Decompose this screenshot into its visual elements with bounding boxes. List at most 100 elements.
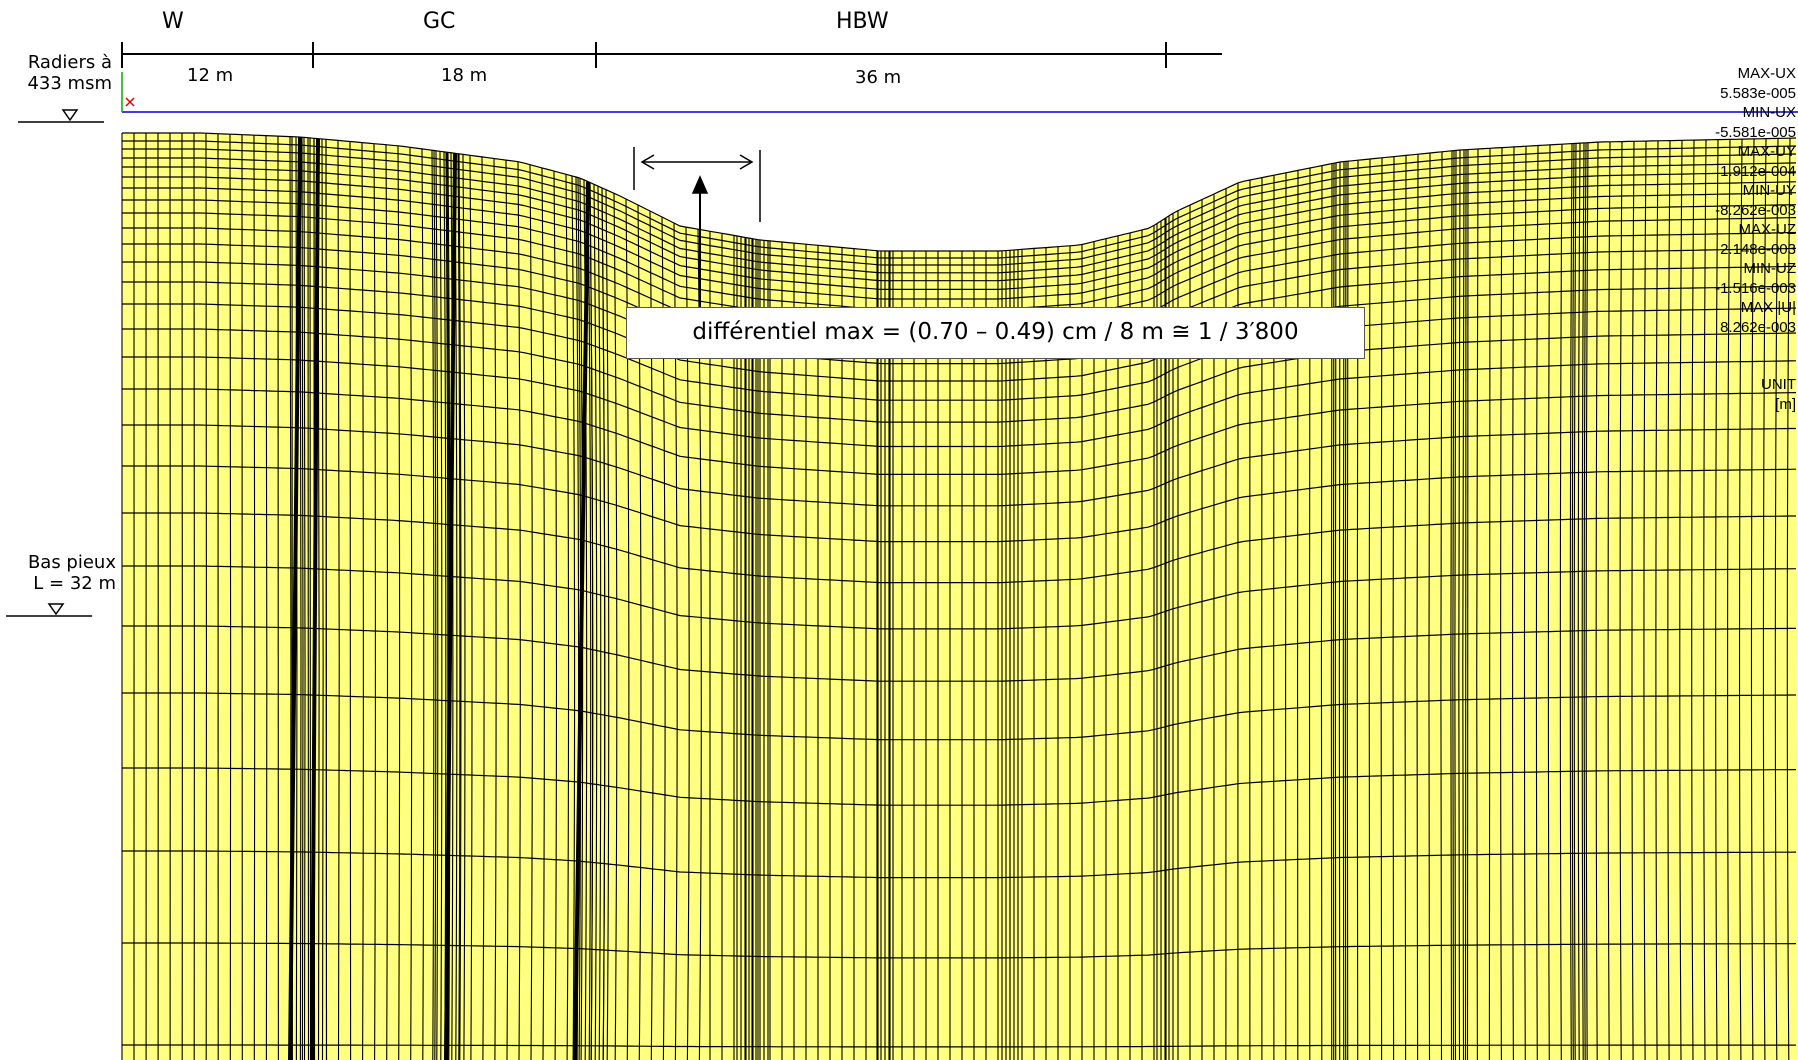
mesh-column-line: [1404, 155, 1407, 1060]
mesh-column-line: [1715, 139, 1719, 1060]
mesh-row-line: [122, 140, 1797, 259]
segment-length-gc: 18 m: [441, 65, 488, 86]
mesh-column-line: [1416, 154, 1419, 1060]
mesh-column-line: [587, 181, 592, 1060]
mesh-column-line: [593, 184, 598, 1060]
mesh-column-line: [517, 161, 521, 1060]
mesh-row-line: [122, 942, 1797, 959]
mesh-row-line: [122, 767, 1796, 806]
mesh-column-line: [1727, 139, 1731, 1060]
mesh-column-line: [1368, 158, 1371, 1060]
mesh-column-line: [1762, 138, 1767, 1060]
mesh-column-line: [439, 151, 443, 1060]
mesh-column-line: [565, 174, 570, 1060]
mesh-column-line: [1523, 146, 1527, 1060]
pile-line: [310, 138, 320, 1060]
mesh-column-line: [1308, 167, 1311, 1060]
mesh-column-line: [431, 150, 435, 1060]
mesh-horizontal-lines: [122, 132, 1797, 1048]
pile-line: [444, 153, 457, 1060]
mesh-column-line: [1500, 147, 1503, 1060]
mesh-row-line: [122, 850, 1797, 879]
mesh-column-line: [1332, 163, 1335, 1060]
segment-name-w: W: [162, 9, 184, 34]
mesh-row-line: [122, 166, 1797, 282]
mesh-fill: [122, 133, 1798, 1060]
mesh-column-line: [462, 154, 466, 1060]
legend-min-ux-value: -5.581e-005: [1715, 123, 1796, 141]
mesh-row-line: [122, 187, 1797, 300]
mesh-column-line: [385, 144, 389, 1060]
raft-level-label: Radiers à 433 msm: [2, 52, 112, 94]
mesh-column-line: [321, 138, 324, 1060]
mesh-column-line: [1458, 149, 1461, 1060]
mesh-column-line: [303, 137, 306, 1060]
mesh-column-line: [1750, 138, 1755, 1060]
pile-bottom-label: Bas pieux L = 32 m: [2, 552, 116, 594]
results-legend: MAX-UX 5.583e-005 MIN-UX -5.581e-005 MAX…: [1715, 64, 1796, 414]
raft-label-line2: 433 msm: [27, 73, 112, 94]
mesh-column-line: [373, 143, 376, 1060]
mesh-column-line: [613, 193, 618, 1060]
legend-min-uy-value: -8.262e-003: [1715, 201, 1796, 219]
mesh-column-line: [1583, 142, 1587, 1060]
pile-level-symbol: [6, 603, 92, 617]
mesh-row-line: [122, 328, 1797, 423]
pile-line: [573, 181, 590, 1060]
mesh-column-line: [505, 160, 509, 1060]
mesh-column-line: [1577, 143, 1581, 1060]
mesh-row-line: [122, 512, 1796, 584]
mesh-column-line: [301, 137, 304, 1060]
mesh-column-line: [1428, 152, 1431, 1060]
legend-unit-value: [m]: [1775, 395, 1796, 413]
mesh-column-line: [1346, 161, 1349, 1060]
mesh-column-line: [1512, 146, 1515, 1060]
legend-max-u-value: 8.262e-003: [1720, 318, 1796, 336]
legend-unit-label: UNIT: [1761, 376, 1796, 393]
mesh-column-line: [337, 140, 340, 1060]
mesh-column-line: [1774, 138, 1779, 1060]
legend-min-uz-value: -1.516e-003: [1715, 279, 1796, 297]
mesh-column-line: [1342, 161, 1345, 1060]
pile-lines: [288, 136, 590, 1060]
mesh-row-line: [122, 281, 1797, 382]
mesh-column-line: [397, 145, 401, 1060]
legend-spacer: [1715, 337, 1796, 375]
segment-name-gc: GC: [423, 9, 456, 34]
mesh-column-line: [1344, 161, 1347, 1060]
differential-callout: différentiel max = (0.70 – 0.49) cm / 8 …: [626, 307, 1365, 359]
mesh-column-line: [421, 148, 425, 1060]
legend-min-uz-label: MIN-UZ: [1743, 260, 1797, 277]
mesh-column-line: [1631, 141, 1635, 1060]
mesh-column-line: [1619, 141, 1623, 1060]
mesh-column-line: [454, 153, 458, 1060]
legend-max-ux-label: MAX-UX: [1737, 65, 1796, 82]
mesh-column-line: [605, 189, 610, 1060]
mesh-column-line: [601, 187, 606, 1060]
segment-name-hbw: HBW: [836, 9, 889, 34]
mesh-column-line: [597, 186, 602, 1060]
mesh-column-line: [217, 133, 220, 1060]
mesh-row-line: [122, 565, 1797, 630]
mesh-column-line: [1356, 160, 1359, 1060]
mesh-column-line: [1595, 142, 1599, 1060]
legend-max-uy-label: MAX-UY: [1737, 143, 1796, 160]
mesh-column-line: [1334, 162, 1337, 1060]
raft-label-line1: Radiers à: [27, 52, 112, 73]
mesh-column-line: [1440, 151, 1443, 1060]
legend-max-uz-value: 2.148e-003: [1720, 240, 1796, 258]
mesh-column-line: [1691, 140, 1695, 1060]
mesh-row-line: [122, 148, 1797, 266]
mesh-column-line: [1703, 139, 1707, 1060]
mesh-column-line: [1581, 142, 1585, 1060]
legend-max-ux-value: 5.583e-005: [1720, 84, 1796, 102]
mesh-column-line: [1547, 144, 1551, 1060]
mesh-column-line: [541, 167, 545, 1060]
differential-annotation: [633, 147, 761, 330]
mesh-row-line: [122, 132, 1797, 252]
legend-max-uy-value: 1.912e-004: [1720, 162, 1796, 180]
axis-triad-icon: [121, 72, 135, 112]
mesh-column-line: [481, 156, 485, 1060]
mesh-column-line: [1607, 141, 1611, 1060]
